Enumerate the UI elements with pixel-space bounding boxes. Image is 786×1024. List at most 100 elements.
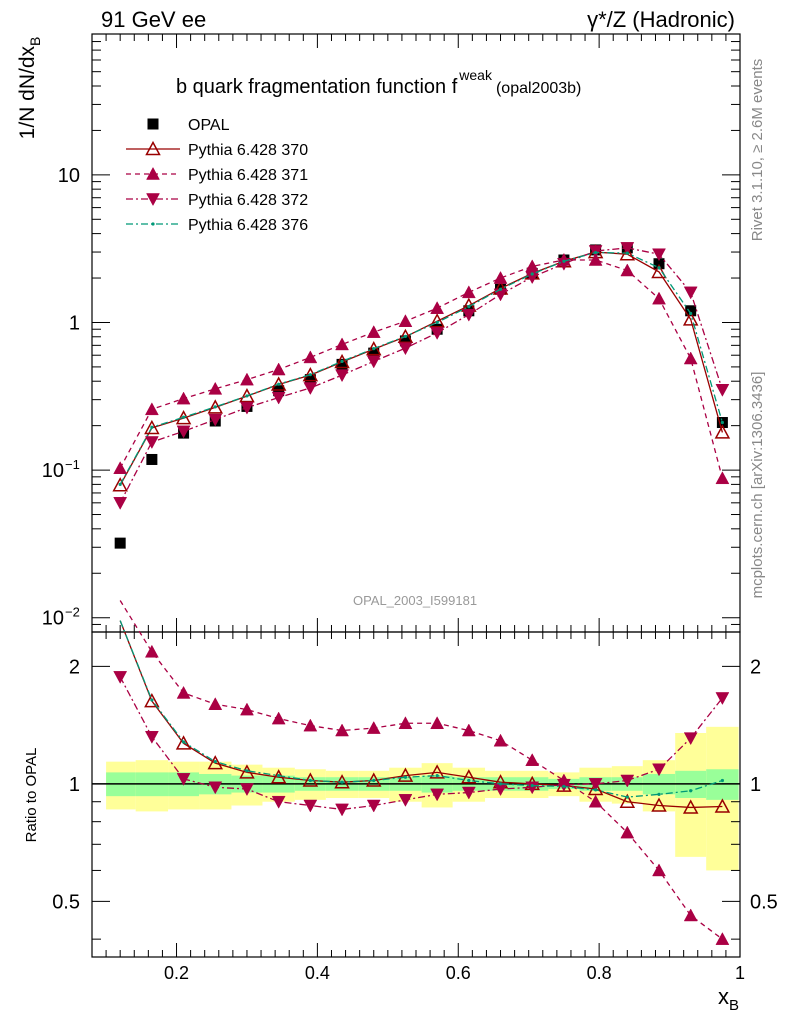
data-point-4 — [625, 251, 629, 255]
data-point-1 — [429, 313, 445, 328]
ratio-point-0 — [651, 797, 667, 812]
y-tick-label: 1 — [69, 312, 80, 334]
x-tick-label: 0.8 — [587, 963, 612, 983]
ratio-point-0 — [682, 799, 699, 814]
ratio-point-3 — [498, 782, 503, 786]
ratio-point-2 — [208, 781, 223, 795]
data-point-1 — [144, 419, 160, 435]
y-tick-label-exponent: −1 — [65, 457, 80, 472]
ratio-line-0 — [119, 620, 723, 809]
ratio-point-0 — [302, 772, 319, 787]
ratio-y-tick-label-right: 0.5 — [750, 891, 778, 913]
data-point-4 — [530, 272, 534, 276]
series-line-3 — [119, 247, 724, 504]
legend-marker — [146, 193, 160, 207]
data-point-4 — [498, 287, 503, 291]
data-point-4 — [689, 311, 693, 316]
ratio-point-2 — [271, 795, 286, 809]
ratio-point-2 — [715, 692, 730, 705]
data-point-3 — [683, 286, 698, 300]
data-point-4 — [245, 394, 249, 398]
process-label: γ*/Z (Hadronic) — [587, 7, 735, 32]
data-point-3 — [430, 327, 445, 340]
ratio-point-3 — [562, 784, 566, 789]
data-point-3 — [176, 425, 191, 439]
data-point-4 — [657, 266, 661, 270]
data-point-2 — [176, 391, 191, 405]
legend-label: Pythia 6.428 372 — [188, 192, 308, 209]
data-point-1 — [270, 376, 287, 391]
data-point-2 — [144, 402, 159, 416]
ratio-line-3 — [119, 620, 723, 798]
data-point-2 — [271, 362, 286, 376]
ratio-point-1 — [715, 932, 730, 945]
ratio-point-2 — [588, 778, 603, 791]
ratio-point-3 — [245, 769, 249, 773]
series-line-1 — [119, 251, 724, 486]
ratio-point-3 — [213, 760, 217, 764]
data-point-0 — [685, 305, 697, 317]
data-point-3 — [525, 271, 540, 285]
ratio-point-1 — [620, 825, 635, 839]
ratio-point-3 — [435, 773, 439, 778]
data-point-0 — [146, 453, 158, 465]
ratio-point-2 — [240, 783, 254, 797]
data-point-0 — [653, 258, 665, 270]
data-point-1 — [302, 367, 319, 382]
data-point-3 — [398, 342, 413, 356]
ratio-point-0 — [714, 798, 731, 813]
ratio-y-tick-label: 0.5 — [52, 891, 80, 913]
data-point-1 — [397, 328, 414, 344]
data-point-3 — [366, 355, 381, 369]
ratio-y-tick-label-right: 2 — [750, 656, 761, 678]
ratio-point-2 — [620, 774, 635, 788]
ratio-point-3 — [277, 773, 281, 778]
y-tick-label-exponent: −2 — [65, 605, 80, 620]
data-point-1 — [682, 311, 699, 326]
data-point-2 — [715, 471, 730, 485]
y-tick-label: 10 — [42, 608, 64, 630]
ratio-point-1 — [144, 644, 159, 658]
data-point-3 — [335, 369, 349, 383]
ratio-point-1 — [303, 718, 318, 732]
legend-label: Pythia 6.428 371 — [188, 167, 308, 184]
data-point-3 — [208, 413, 223, 427]
ratio-point-2 — [303, 799, 318, 813]
legend-label: OPAL — [188, 117, 230, 134]
main-ylabel: 1/N dN/dxB — [16, 37, 43, 140]
ratio-y-tick-label: 1 — [69, 774, 80, 796]
chart-title: b quark fragmentation function fweak(opa… — [176, 67, 581, 98]
ratio-point-2 — [461, 786, 476, 800]
ratio-point-1 — [493, 733, 508, 747]
data-point-3 — [271, 391, 286, 405]
ratio-point-0 — [365, 772, 382, 787]
ratio-point-0 — [175, 735, 192, 750]
ratio-point-2 — [398, 794, 413, 807]
data-point-3 — [556, 257, 571, 271]
data-point-0 — [336, 358, 348, 370]
analysis-watermark: OPAL_2003_I599181 — [353, 593, 477, 608]
data-point-1 — [619, 246, 636, 261]
data-point-4 — [594, 250, 598, 255]
y-tick-label: 10 — [58, 165, 80, 187]
legend-marker — [145, 140, 161, 156]
ratio-point-3 — [403, 775, 408, 779]
ratio-point-3 — [625, 795, 629, 799]
ratio-point-0 — [587, 780, 604, 796]
ratio-point-3 — [467, 778, 471, 783]
data-point-0 — [304, 374, 316, 386]
ratio-point-1 — [271, 711, 286, 725]
data-point-4 — [340, 359, 344, 363]
legend: OPAL Pythia 6.428 370 Pythia 6.428 371 Pyth… — [126, 117, 308, 234]
data-point-2 — [620, 263, 635, 277]
data-point-4 — [372, 347, 376, 351]
data-point-2 — [398, 314, 413, 327]
legend-label: Pythia 6.428 370 — [188, 142, 308, 159]
data-point-3 — [240, 401, 254, 415]
data-point-0 — [399, 335, 411, 347]
x-tick-label: 1 — [735, 963, 745, 983]
data-point-2 — [240, 372, 254, 386]
data-point-4 — [435, 320, 439, 325]
data-point-3 — [461, 308, 476, 322]
